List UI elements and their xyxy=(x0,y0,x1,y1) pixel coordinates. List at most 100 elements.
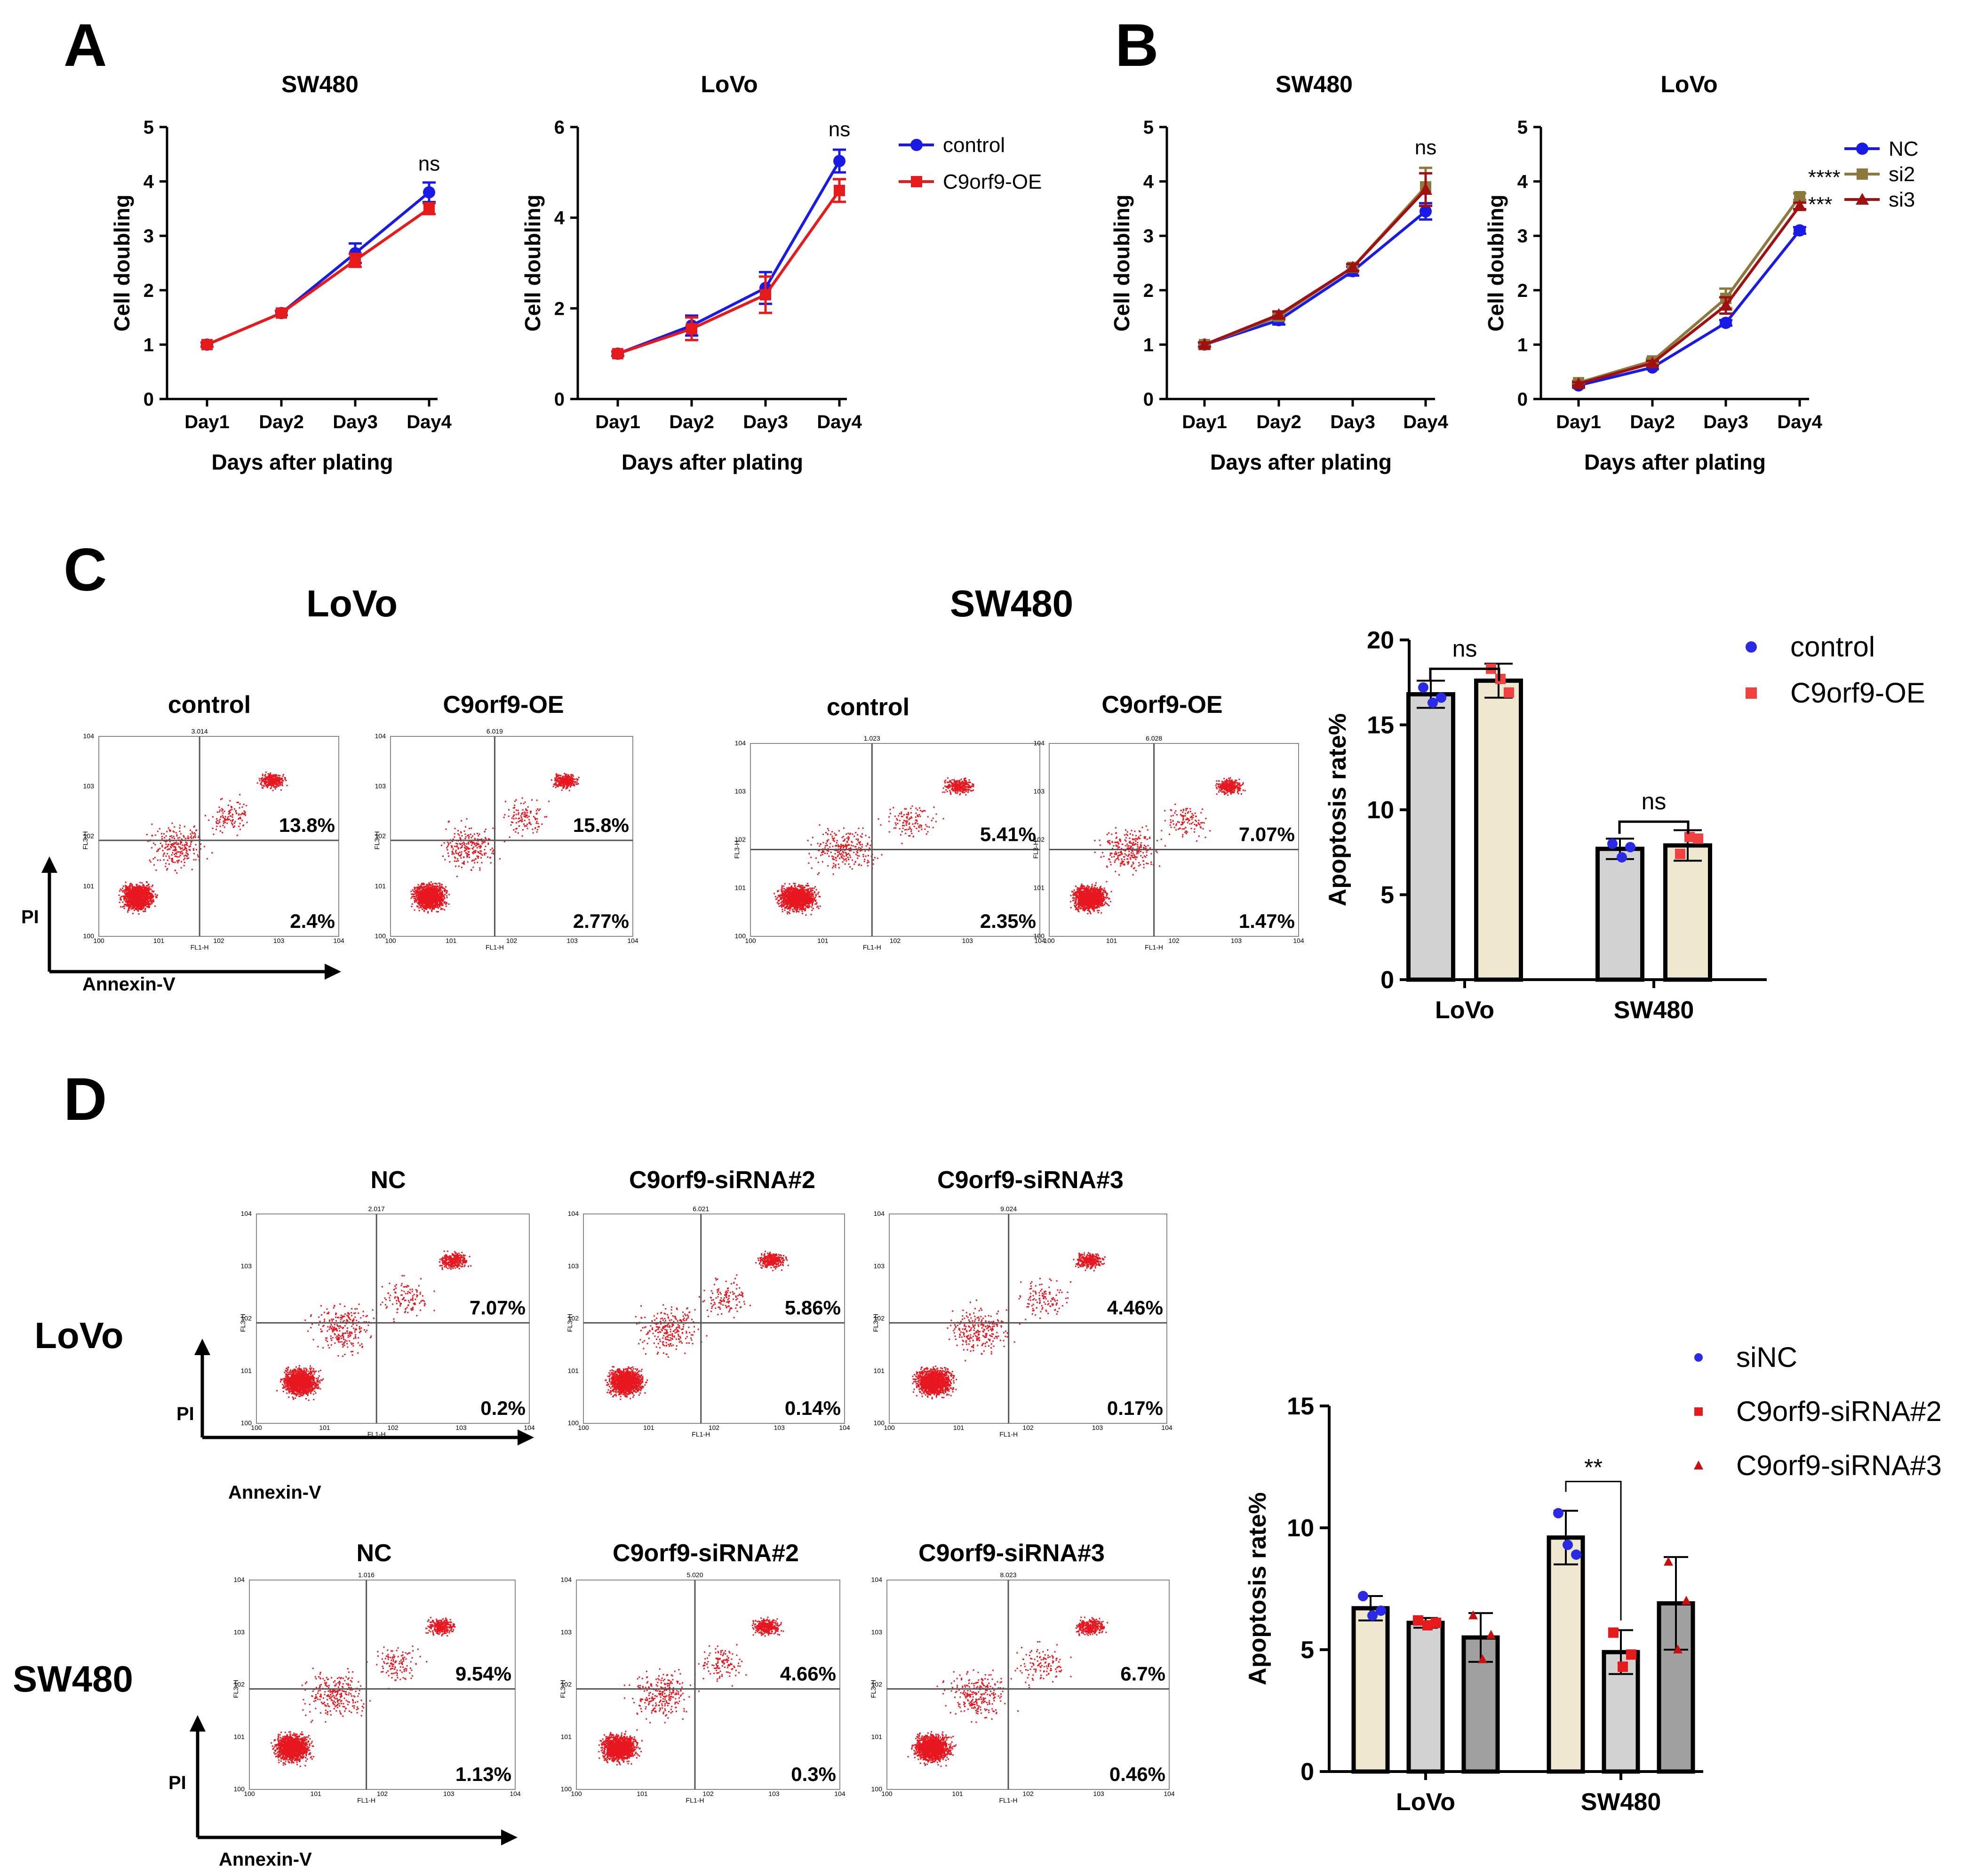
x-tick-label: Day2 xyxy=(669,412,714,432)
flow-y-tick: 100 xyxy=(568,1419,579,1427)
data-point-NC xyxy=(1794,224,1806,237)
flow-x-tick: 100 xyxy=(385,937,396,944)
flow-x-tick: 101 xyxy=(637,1790,648,1797)
data-point-control xyxy=(423,186,435,199)
lower-right-percentage: 2.4% xyxy=(290,910,335,932)
flow-x-tick: 102 xyxy=(1022,1424,1034,1431)
y-tick-label: 4 xyxy=(1143,172,1154,192)
flow-plot-D-SW480-si2: C9orf9-siRNA#24.66%0.3%5.020FL1-HFL3-H10… xyxy=(559,1540,845,1804)
data-point-C9orf9-OE xyxy=(834,184,845,196)
replicate-point xyxy=(1618,1661,1628,1672)
flow-x-tick: 102 xyxy=(709,1424,720,1431)
upper-right-percentage: 4.66% xyxy=(780,1662,836,1684)
flow-x-channel: FL1-H xyxy=(357,1796,375,1804)
flow-x-tick: 100 xyxy=(745,937,756,944)
y-tick-label: 3 xyxy=(1143,226,1154,247)
flow-file-id: 5.020 xyxy=(686,1571,703,1579)
chart-a-sw480: SW480 0 1 2 3 4 5 Day1 Day2 Day3 Day4 Days after pl… xyxy=(110,71,1042,474)
flow-x-tick: 101 xyxy=(1106,937,1117,944)
lower-right-percentage: 0.14% xyxy=(785,1397,841,1419)
flow-dots xyxy=(774,777,974,916)
x-tick-label: Day3 xyxy=(1703,412,1748,432)
flow-y-channel: FL3-H xyxy=(566,1314,574,1332)
y-tick-label: 0 xyxy=(1517,389,1528,410)
chart-d-apoptosis: 0 5 10 15 LoVo SW480 Apoptosis rate% ** siNC C9or… xyxy=(1244,1341,1942,1816)
flow-dots xyxy=(912,1252,1106,1400)
flow-x-tick: 103 xyxy=(1231,937,1242,944)
legend-swatch-marker xyxy=(1857,168,1868,180)
flow-file-id: 2.017 xyxy=(368,1205,385,1213)
d-lovo-pi-label: PI xyxy=(176,1404,194,1424)
flow-y-tick: 100 xyxy=(735,932,746,940)
data-point-si3 xyxy=(1646,356,1659,368)
flow-x-tick: 102 xyxy=(702,1790,714,1797)
flow-x-tick: 103 xyxy=(567,937,578,944)
replicate-point xyxy=(1358,1591,1368,1602)
flow-x-tick: 104 xyxy=(627,937,638,944)
flow-x-tick: 102 xyxy=(377,1790,388,1797)
panel-letter-a: A xyxy=(64,12,107,79)
flow-x-tick: 101 xyxy=(446,937,457,944)
legend-marker xyxy=(1746,641,1757,653)
data-point-C9orf9-OE xyxy=(350,255,361,266)
flow-file-id: 1.023 xyxy=(864,734,880,742)
flow-dots xyxy=(907,1616,1109,1767)
x-tick-label: Day2 xyxy=(1256,412,1301,432)
upper-right-percentage: 15.8% xyxy=(573,814,629,836)
flow-y-tick: 102 xyxy=(241,1315,252,1322)
replicate-point xyxy=(1478,1654,1487,1663)
legend-label: si2 xyxy=(1889,163,1915,186)
lower-right-percentage: 0.3% xyxy=(791,1763,836,1785)
flow-y-tick: 103 xyxy=(561,1628,572,1636)
flow-plot-C-SW480-OE: C9orf9-OE 7.07% 1.47% 6.028 FL1-H FL3-H 100100… xyxy=(1032,691,1304,951)
flow-y-tick: 103 xyxy=(568,1262,579,1269)
y-axis-label: Cell doubling xyxy=(1109,194,1134,331)
flow-y-tick: 104 xyxy=(874,1210,885,1217)
flow-y-tick: 104 xyxy=(871,1576,883,1583)
flow-x-tick: 100 xyxy=(244,1790,255,1797)
flow-file-id: 1.016 xyxy=(358,1571,375,1579)
c-lovo-title: LoVo xyxy=(306,583,398,624)
flow-x-tick: 101 xyxy=(817,937,829,944)
flow-x-tick: 103 xyxy=(1092,1424,1103,1431)
flow-plot-title: NC xyxy=(356,1540,391,1567)
panel-letter-b: B xyxy=(1115,12,1158,79)
bar-C9orf9-siRNA#2-LoVo xyxy=(1406,1621,1445,1774)
y-tick-label: 5 xyxy=(144,117,154,138)
flow-x-tick: 100 xyxy=(578,1424,589,1431)
replicate-point xyxy=(1617,852,1627,863)
significance-label: **** xyxy=(1808,166,1841,189)
bar-siNC-LoVo xyxy=(1351,1606,1390,1774)
flow-y-tick: 102 xyxy=(871,1681,883,1688)
y-tick-label: 4 xyxy=(554,208,565,229)
series-line-si3 xyxy=(1204,188,1427,346)
flow-plot-title: C9orf9-siRNA#3 xyxy=(937,1166,1124,1194)
y-tick-label: 3 xyxy=(1517,226,1528,247)
flow-dots xyxy=(271,1617,456,1767)
significance-label: *** xyxy=(1808,193,1832,216)
y-tick-label: 15 xyxy=(1367,712,1394,739)
flow-y-tick: 103 xyxy=(241,1262,252,1269)
flow-y-channel: FL3-H xyxy=(373,831,381,850)
significance-label: ns xyxy=(829,118,850,141)
y-axis-label: Cell doubling xyxy=(520,194,545,331)
chart-b-sw480: SW480 0 1 2 3 4 5 Day1 Day2 Day3 Day4 Days after pl… xyxy=(1109,71,1449,474)
flow-y-tick: 101 xyxy=(1034,884,1045,892)
flow-x-tick: 103 xyxy=(1093,1790,1104,1797)
data-point-si3 xyxy=(1793,199,1806,211)
y-tick-label: 4 xyxy=(1517,172,1528,192)
x-tick-label: Day3 xyxy=(1330,412,1375,432)
x-tick-label: Day1 xyxy=(184,412,230,432)
flow-plot-C-SW480-control: control5.41%2.35%1.023FL1-HFL3-H10010010… xyxy=(733,694,1045,951)
flow-x-tick: 102 xyxy=(1022,1790,1034,1797)
upper-right-percentage: 5.86% xyxy=(785,1296,841,1318)
flow-y-tick: 101 xyxy=(874,1367,885,1374)
data-point-si3 xyxy=(1198,338,1211,350)
lower-right-percentage: 1.47% xyxy=(1239,910,1295,932)
data-point-si3 xyxy=(1346,261,1359,273)
x-tick-label: LoVo xyxy=(1396,1788,1455,1816)
flow-y-tick: 100 xyxy=(1034,932,1045,940)
flow-x-tick: 101 xyxy=(153,937,165,944)
replicate-point xyxy=(1376,1605,1386,1616)
flow-y-channel: FL3-H xyxy=(869,1680,877,1698)
